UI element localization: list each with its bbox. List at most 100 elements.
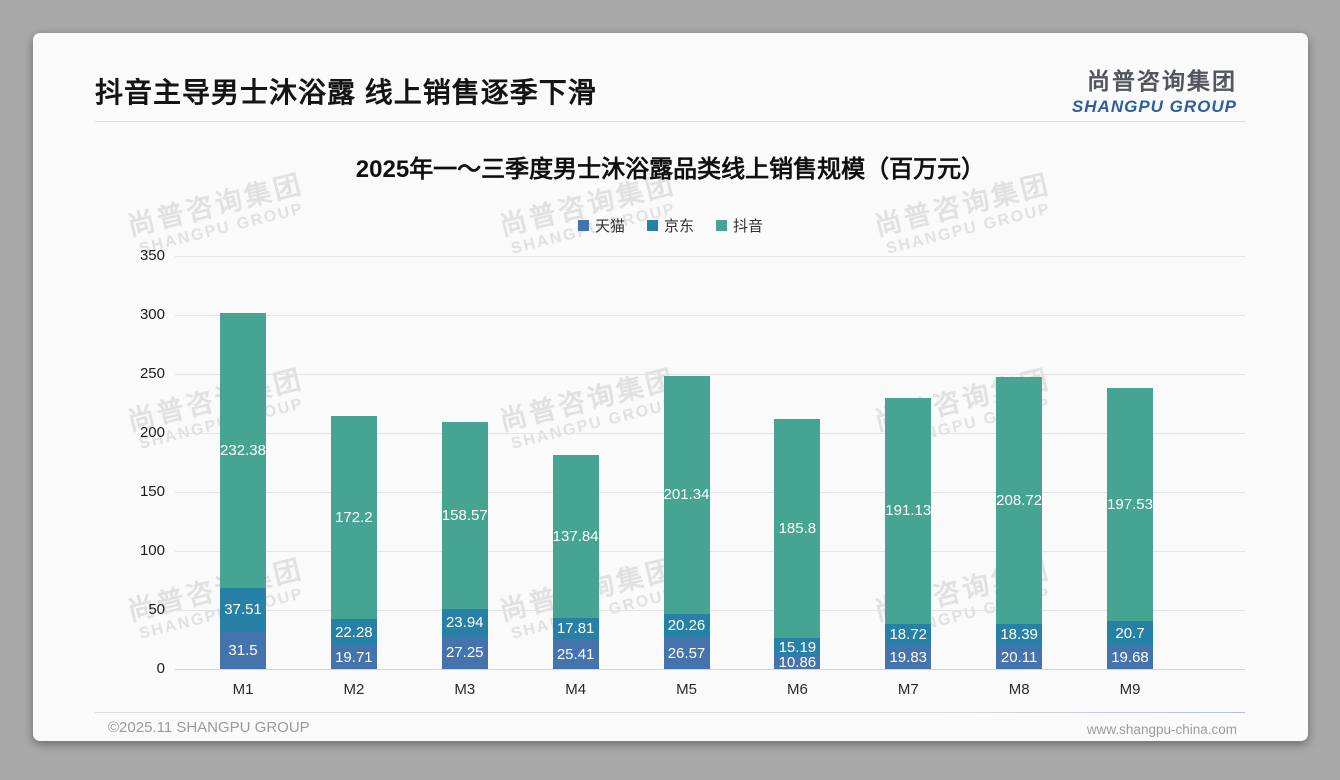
- bar-group: 10.86 15.19 185.8: [774, 419, 821, 672]
- chart-title: 2025年一～三季度男士沐浴露品类线上销售规模（百万元）: [355, 156, 986, 183]
- bar-segment: 19.83: [885, 645, 932, 669]
- gridline: [175, 609, 1245, 611]
- bar-segment: 37.51: [220, 587, 266, 632]
- bar-segment: 158.57: [441, 421, 488, 609]
- gridline: [175, 314, 1245, 316]
- segment-value-label: 185.8: [778, 520, 817, 538]
- legend-label: 天猫: [594, 218, 625, 235]
- segment-value-label: 201.34: [663, 486, 710, 504]
- y-axis-tick-label: 300: [139, 306, 165, 323]
- bar-group: 19.83 18.72 191.13: [885, 397, 932, 669]
- gridline: [175, 432, 1245, 434]
- bar-segment: 20.26: [663, 613, 710, 638]
- legend-marker: [577, 220, 589, 231]
- legend-item: 京东: [646, 215, 694, 236]
- bar-segment: 22.28: [330, 619, 377, 646]
- x-axis-tick-label: M8: [1008, 681, 1030, 698]
- segment-value-label: 26.57: [667, 644, 706, 662]
- segment-value-label: 15.19: [778, 638, 817, 656]
- legend-marker: [716, 220, 727, 231]
- x-axis-tick-label: M1: [232, 681, 254, 698]
- gridline: [175, 255, 1245, 257]
- bar-group: 19.68 20.7 197.53: [1107, 388, 1153, 669]
- bar-segment: 18.39: [996, 623, 1043, 646]
- legend-marker: [646, 220, 658, 231]
- bar-segment: 197.53: [1107, 388, 1153, 622]
- segment-value-label: 31.5: [228, 641, 258, 659]
- segment-value-label: 20.11: [1000, 648, 1038, 666]
- segment-value-label: 232.38: [220, 441, 266, 459]
- y-axis-tick-label: 350: [139, 247, 165, 264]
- y-axis-tick-label: 250: [139, 365, 165, 382]
- segment-value-label: 191.13: [885, 502, 932, 520]
- segment-value-label: 10.86: [778, 654, 817, 672]
- bar-group: 26.57 20.26 201.34: [663, 376, 710, 669]
- gridline: [175, 373, 1245, 375]
- y-axis-tick-label: 200: [139, 424, 165, 441]
- segment-value-label: 17.81: [556, 620, 595, 638]
- bar-group: 25.41 17.81 137.84: [552, 455, 599, 669]
- gridline: [175, 491, 1245, 493]
- segment-value-label: 20.26: [667, 617, 706, 635]
- y-axis-tick-label: 0: [156, 660, 165, 677]
- legend-item: 天猫: [577, 215, 625, 236]
- bar-segment: 26.57: [663, 637, 710, 669]
- bar-segment: 25.41: [552, 639, 599, 669]
- chart-plot-area: 0 50 100 150 200 250 300 350 31.5 37.51 232.38 M1 19…: [140, 247, 1245, 698]
- footer-website: www.shangpu-china.com: [1086, 722, 1237, 737]
- bar-segment: 17.81: [552, 618, 599, 640]
- segment-value-label: 208.72: [996, 491, 1043, 509]
- logo-english-text: SHANGPU GROUP: [1071, 97, 1237, 116]
- segment-value-label: 19.68: [1111, 648, 1149, 666]
- y-axis-tick-label: 50: [148, 601, 165, 618]
- title-divider: [95, 121, 1245, 122]
- footer-copyright: ©2025.11 SHANGPU GROUP: [108, 719, 310, 736]
- segment-value-label: 137.84: [552, 528, 599, 546]
- bar-segment: 172.2: [330, 416, 377, 620]
- slide: 尚普咨询集团 SHANGPU GROUP 尚普咨询集团 SHANGPU GROUP 尚普…: [33, 33, 1308, 741]
- segment-value-label: 172.2: [335, 509, 373, 527]
- bar-segment: 18.72: [885, 623, 932, 646]
- bar-segment: 208.72: [996, 377, 1043, 624]
- y-axis-tick-label: 100: [139, 542, 165, 559]
- bar-group: 31.5 37.51 232.38: [220, 313, 266, 669]
- bar-segment: 191.13: [885, 397, 932, 624]
- bar-segment: 23.94: [441, 608, 488, 637]
- bar-segment: 185.8: [774, 419, 821, 639]
- x-axis-tick-label: M5: [676, 681, 697, 698]
- x-axis-tick-label: M2: [343, 681, 365, 698]
- legend-label: 京东: [663, 218, 694, 235]
- legend-item: 抖音: [716, 215, 763, 236]
- bar-segment: 19.68: [1107, 645, 1153, 669]
- legend-label: 抖音: [733, 218, 764, 235]
- segment-value-label: 18.39: [1000, 625, 1038, 643]
- company-logo: 尚普咨询集团 SHANGPU GROUP: [1072, 62, 1237, 117]
- bar-segment: 19.71: [330, 645, 377, 669]
- bar-segment: 15.19: [774, 638, 821, 657]
- segment-value-label: 197.53: [1107, 496, 1153, 514]
- segment-value-label: 37.51: [224, 601, 262, 619]
- bar-segment: 31.5: [220, 631, 266, 669]
- bar-group: 20.11 18.39 208.72: [996, 377, 1043, 669]
- segment-value-label: 25.41: [556, 645, 595, 663]
- chart-legend: 天猫 京东 抖音: [33, 215, 1308, 236]
- bar-segment: 10.86: [774, 654, 821, 672]
- segment-value-label: 19.83: [889, 648, 928, 666]
- x-axis-tick-label: M4: [565, 681, 587, 698]
- bar-segment: 232.38: [220, 313, 266, 588]
- segment-value-label: 20.7: [1115, 625, 1145, 643]
- x-axis-tick-label: M3: [454, 681, 476, 698]
- y-axis-tick-label: 150: [139, 483, 165, 500]
- segment-value-label: 158.57: [441, 506, 488, 524]
- segment-value-label: 18.72: [889, 626, 928, 644]
- footer-divider: [95, 712, 1245, 713]
- segment-value-label: 22.28: [335, 624, 373, 642]
- x-axis-tick-label: M6: [786, 681, 808, 698]
- bar-segment: 27.25: [441, 636, 488, 669]
- gridline: [175, 550, 1245, 552]
- segment-value-label: 19.71: [335, 648, 373, 666]
- bar-segment: 201.34: [663, 376, 710, 614]
- bar-segment: 20.7: [1107, 621, 1153, 646]
- segment-value-label: 27.25: [445, 644, 484, 662]
- bar-group: 19.71 22.28 172.2: [330, 416, 377, 669]
